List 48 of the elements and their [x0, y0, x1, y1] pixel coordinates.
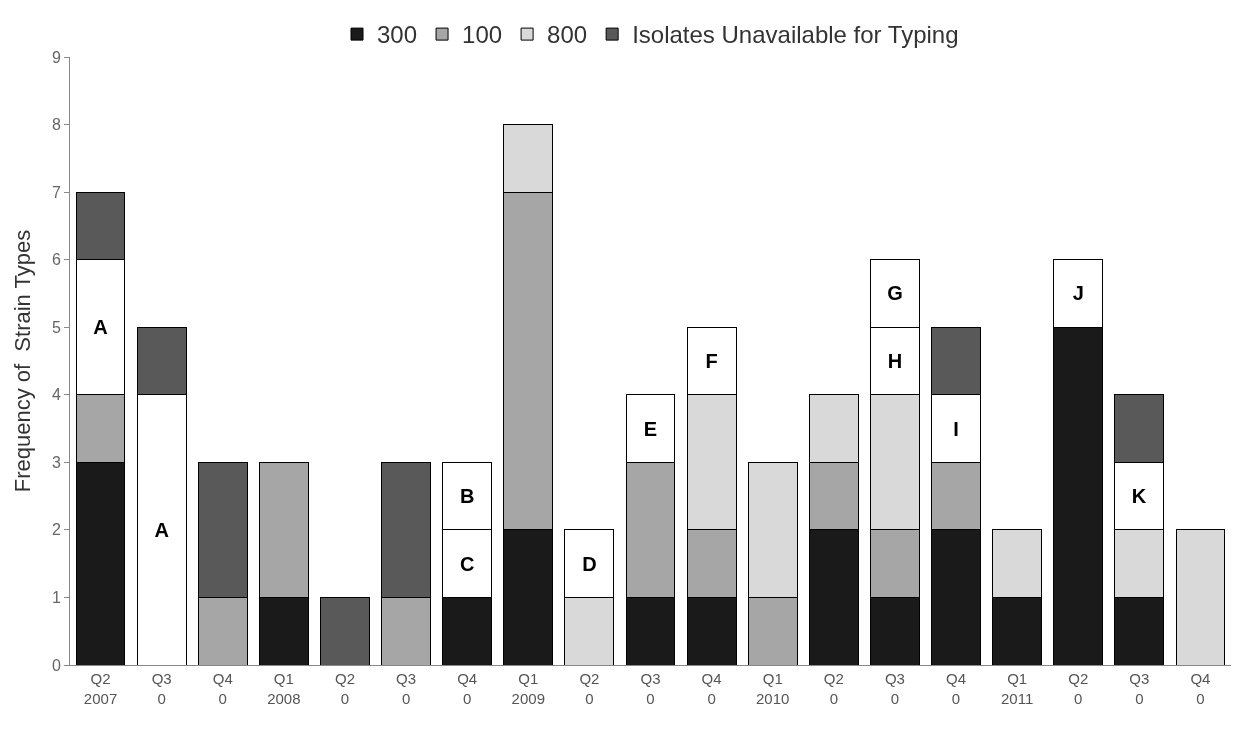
- x-tick-label: Q1 2008: [267, 670, 301, 707]
- data-label: F: [705, 350, 718, 372]
- x-tick-label: Q3 0: [1129, 670, 1150, 707]
- data-label: H: [887, 350, 903, 372]
- y-axis-title: Frequency of Strain Types: [9, 229, 35, 493]
- data-label: D: [582, 552, 597, 575]
- y-tick-label: 4: [51, 386, 61, 404]
- x-tick-label: Q1 2010: [756, 670, 790, 707]
- bar: [1175, 529, 1226, 665]
- x-tick-label: Q2 0: [334, 670, 355, 707]
- data-label: E: [643, 417, 658, 440]
- x-tick-label: Q1 2011: [1001, 670, 1034, 707]
- legend-label: 300: [377, 21, 418, 49]
- y-tick-label: 5: [51, 318, 61, 336]
- x-tick-label: Q2 0: [1068, 670, 1089, 707]
- x-tick-label: Q4 0: [1190, 670, 1211, 707]
- y-tick-label: 1: [51, 589, 61, 607]
- legend-label: 100: [462, 21, 503, 49]
- data-label: A: [93, 316, 108, 339]
- x-tick-label: Q4 0: [701, 670, 722, 707]
- x-tick-label: Q1 2009: [511, 670, 545, 707]
- x-tick-label: Q3 0: [151, 670, 172, 707]
- x-tick-label: Q4 0: [212, 670, 233, 707]
- y-tick-label: 9: [51, 48, 61, 66]
- y-tick-label: 6: [51, 251, 61, 269]
- data-label: J: [1072, 282, 1084, 305]
- y-tick-label: 2: [51, 521, 61, 539]
- x-tick-label: Q4 0: [946, 670, 967, 707]
- bar: [320, 596, 370, 665]
- y-tick-label: 3: [51, 453, 61, 471]
- y-tick-label: 7: [51, 183, 61, 201]
- legend-label: Isolates Unavailable for Typing: [632, 21, 959, 49]
- x-tick-label: Q3 0: [640, 670, 661, 707]
- x-tick-label: Q3 0: [396, 670, 417, 707]
- x-tick-label: Q4 0: [457, 670, 478, 707]
- y-tick-label: 8: [51, 116, 61, 134]
- data-label: K: [1131, 485, 1147, 508]
- data-label: B: [459, 485, 475, 508]
- data-label: G: [887, 282, 903, 305]
- data-label: C: [459, 552, 475, 575]
- x-tick-label: Q2 0: [823, 670, 844, 707]
- data-label: A: [154, 518, 169, 541]
- x-tick-label: Q2 2007: [83, 670, 118, 707]
- x-tick-label: Q2 0: [579, 670, 600, 707]
- data-label: I: [953, 417, 959, 440]
- y-tick-label: 0: [51, 656, 61, 674]
- x-tick-label: Q3 0: [884, 670, 905, 707]
- legend-label: 800: [547, 21, 588, 49]
